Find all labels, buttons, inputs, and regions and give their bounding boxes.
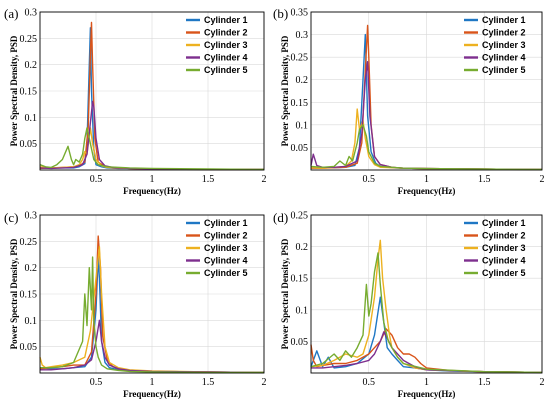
x-tick-label: 1.5 <box>202 174 215 185</box>
legend-label-cylinder-4: Cylinder 4 <box>482 53 526 63</box>
chart-panel-2: (b) 0.5 1 1.5 2 0.05 0.1 0.15 0.2 0.25 0.3 0.35 Freq… <box>273 6 545 196</box>
x-tick-label: 1 <box>424 377 429 388</box>
legend-label-cylinder-3: Cylinder 3 <box>482 243 526 253</box>
y-tick-label: 0.25 <box>291 211 309 222</box>
chart-panel-3: (c) 0.5 1 1.5 2 0.05 0.1 0.15 0.2 0.25 0.3 Frequenc… <box>4 210 267 399</box>
y-tick-label: 0.15 <box>20 290 38 301</box>
y-tick-label: 0.3 <box>296 30 309 41</box>
legend-label-cylinder-2: Cylinder 2 <box>204 231 248 241</box>
y-tick-label: 0.25 <box>291 53 309 64</box>
legend-label-cylinder-5: Cylinder 5 <box>482 268 526 278</box>
legend-label-cylinder-4: Cylinder 4 <box>204 256 248 266</box>
y-tick-label: 0.1 <box>25 316 38 327</box>
legend-label-cylinder-3: Cylinder 3 <box>204 243 248 253</box>
y-axis-label: Power Spectral Density, PSD <box>280 238 290 349</box>
legend-label-cylinder-1: Cylinder 1 <box>482 218 526 228</box>
x-tick-label: 2 <box>540 174 545 185</box>
x-tick-label: 2 <box>262 377 267 388</box>
y-tick-label: 0.05 <box>20 342 38 353</box>
y-tick-label: 0.2 <box>296 75 309 86</box>
series-line-cylinder-5 <box>310 124 543 171</box>
y-tick-label: 0.25 <box>20 34 38 45</box>
y-tick-label: 0.25 <box>20 237 38 248</box>
panel-label: (c) <box>4 210 18 225</box>
y-axis-label: Power Spectral Density, PSD <box>9 238 19 349</box>
legend-label-cylinder-5: Cylinder 5 <box>204 65 248 75</box>
y-tick-label: 0.1 <box>25 113 38 124</box>
x-axis-label: Frequency(Hz) <box>398 389 456 399</box>
y-axis-label: Power Spectral Density, PSD <box>9 35 19 146</box>
legend-label-cylinder-4: Cylinder 4 <box>482 256 526 266</box>
y-tick-label: 0.3 <box>25 211 38 222</box>
y-tick-label: 0.2 <box>25 263 38 274</box>
legend-label-cylinder-5: Cylinder 5 <box>204 268 248 278</box>
plot-frame <box>39 11 265 171</box>
legend-label-cylinder-3: Cylinder 3 <box>204 40 248 50</box>
x-tick-label: 0.5 <box>90 174 103 185</box>
legend-label-cylinder-1: Cylinder 1 <box>204 15 248 25</box>
legend-label-cylinder-3: Cylinder 3 <box>482 40 526 50</box>
legend-label-cylinder-4: Cylinder 4 <box>204 53 248 63</box>
x-tick-label: 1 <box>150 377 155 388</box>
series-line-cylinder-2 <box>310 328 543 374</box>
series-line-cylinder-5 <box>310 252 543 374</box>
x-tick-label: 1.5 <box>202 377 215 388</box>
x-axis-label: Frequency(Hz) <box>398 186 456 196</box>
y-tick-label: 0.1 <box>296 120 309 131</box>
x-tick-label: 0.5 <box>90 377 103 388</box>
x-axis-label: Frequency(Hz) <box>123 186 181 196</box>
y-tick-label: 0.05 <box>291 143 309 154</box>
plot-frame <box>310 214 543 374</box>
legend-label-cylinder-2: Cylinder 2 <box>482 231 526 241</box>
x-tick-label: 2 <box>262 174 267 185</box>
series-line-cylinder-5 <box>40 256 264 374</box>
y-tick-label: 0.35 <box>291 8 309 19</box>
y-tick-label: 0.15 <box>291 98 309 109</box>
x-tick-label: 1 <box>424 174 429 185</box>
y-tick-label: 0.05 <box>291 337 309 348</box>
legend-label-cylinder-1: Cylinder 1 <box>482 15 526 25</box>
x-tick-label: 0.5 <box>363 377 376 388</box>
x-tick-label: 2 <box>540 377 545 388</box>
x-tick-label: 1.5 <box>478 174 491 185</box>
series-line-cylinder-5 <box>39 127 265 171</box>
plot-frame <box>39 214 265 374</box>
panel-label: (d) <box>273 210 288 225</box>
x-tick-label: 1 <box>150 174 155 185</box>
series-line-cylinder-4 <box>40 319 265 374</box>
y-tick-label: 0.3 <box>25 8 38 19</box>
y-tick-label: 0.05 <box>20 139 38 150</box>
chart-panel-4: (d) 0.5 1 1.5 2 0.05 0.1 0.15 0.2 0.25 Frequency(H… <box>273 210 545 399</box>
y-tick-label: 0.2 <box>296 242 309 253</box>
chart-panel-1: (a) 0.5 1 1.5 2 0.05 0.1 0.15 0.2 0.25 0.3 Frequenc… <box>4 6 267 196</box>
y-tick-label: 0.15 <box>291 274 309 285</box>
x-tick-label: 1.5 <box>478 377 491 388</box>
y-tick-label: 0.2 <box>25 60 38 71</box>
plot-frame <box>310 11 543 171</box>
x-axis-label: Frequency(Hz) <box>123 389 181 399</box>
legend-label-cylinder-2: Cylinder 2 <box>482 28 526 38</box>
legend-label-cylinder-5: Cylinder 5 <box>482 65 526 75</box>
y-tick-label: 0.15 <box>20 87 38 98</box>
legend-label-cylinder-2: Cylinder 2 <box>204 28 248 38</box>
x-tick-label: 0.5 <box>363 174 376 185</box>
panel-label: (a) <box>4 6 18 21</box>
y-tick-label: 0.1 <box>296 305 309 316</box>
panel-label: (b) <box>273 6 288 21</box>
legend-label-cylinder-1: Cylinder 1 <box>204 218 248 228</box>
y-axis-label: Power Spectral Density, PSD <box>280 35 290 146</box>
series-line-cylinder-3 <box>310 239 543 374</box>
